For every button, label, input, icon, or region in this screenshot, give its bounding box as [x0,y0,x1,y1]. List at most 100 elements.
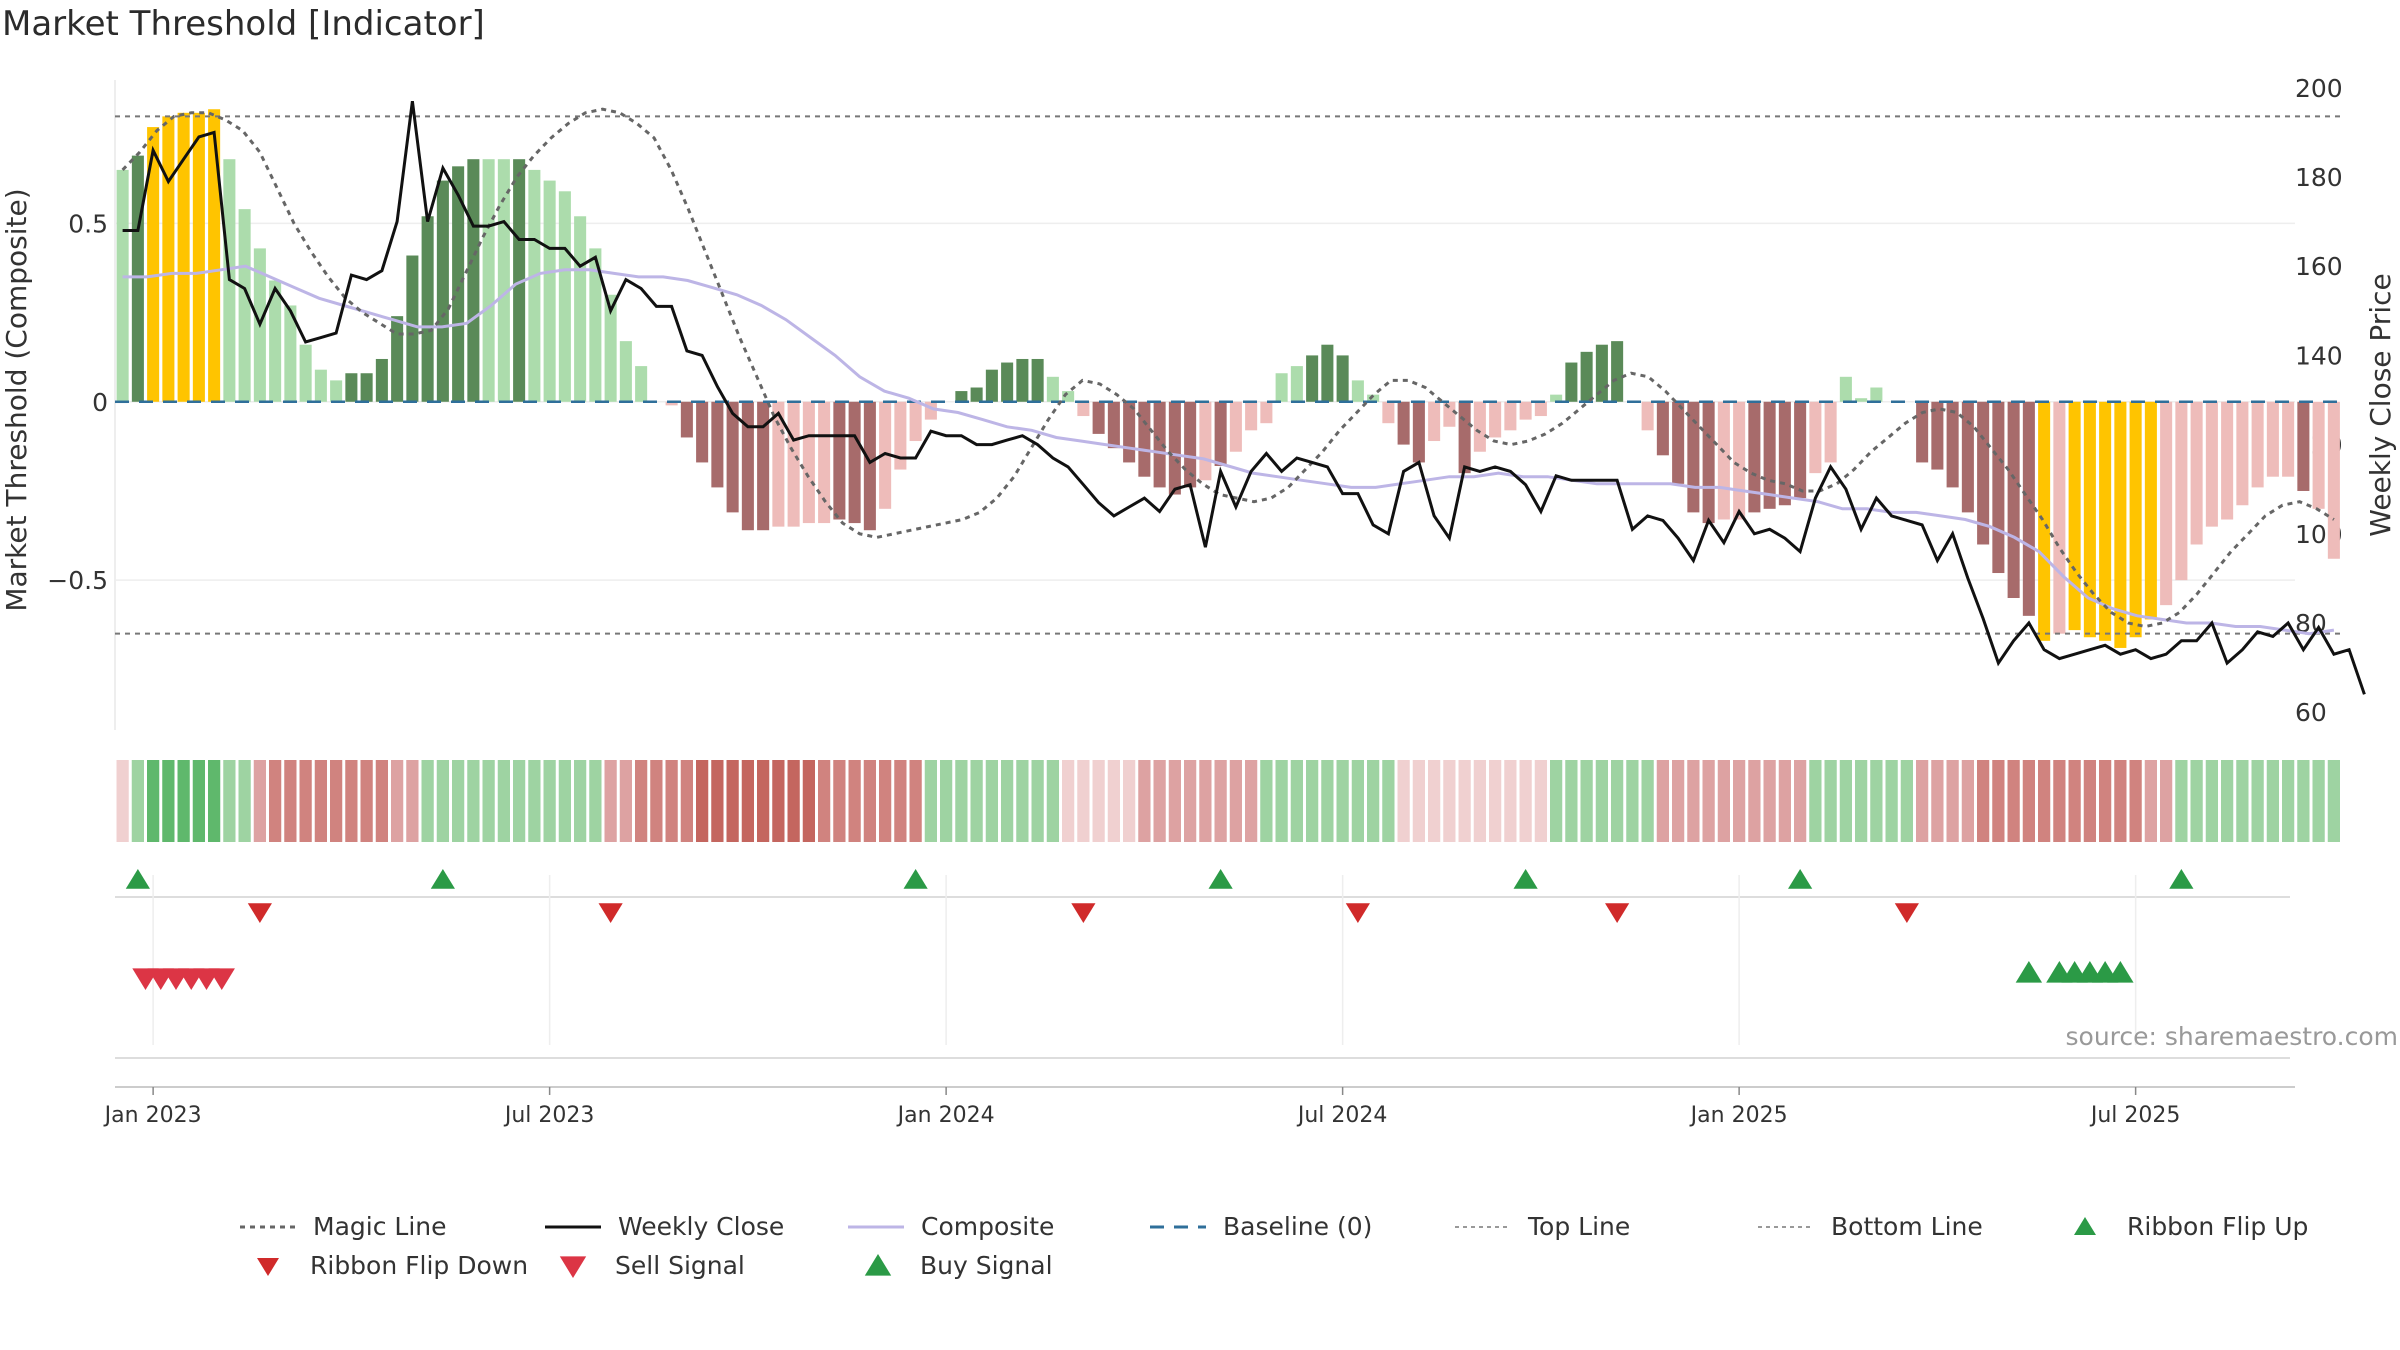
composite-bar [1290,366,1303,402]
ribbon-cell [330,760,343,842]
composite-bar [1001,362,1014,402]
ribbon-cell [1397,760,1410,842]
legend-label: Buy Signal [920,1251,1053,1280]
composite-bar [1702,401,1715,524]
ribbon-cell [2114,760,2127,842]
legend-label: Ribbon Flip Up [2127,1212,2308,1241]
ribbon-cell [1778,760,1791,842]
ribbon-cell [1626,760,1639,842]
ribbon-cell [863,760,876,842]
ribbon-cell [2312,760,2325,842]
ribbon-cell [543,760,556,842]
ribbon-cell [314,760,327,842]
composite-bar [1229,401,1242,452]
ribbon-cell [696,760,709,842]
composite-bar [1641,401,1654,431]
composite-bar [1184,401,1197,488]
ribbon-cell [1138,760,1151,842]
composite-bar [848,401,861,524]
ribbon-flip-up-marker [430,869,455,889]
ribbon-cell [680,760,693,842]
ribbon-cell [2266,760,2279,842]
ribbon-cell [741,760,754,842]
composite-bar [726,401,739,513]
composite-bar [680,401,693,438]
composite-bar [1733,401,1746,520]
composite-bar [1992,401,2005,574]
composite-bar [528,169,541,402]
sell-signal-marker [208,968,235,990]
ribbon-cell [1107,760,1120,842]
composite-bar [1550,394,1563,402]
legend-label: Bottom Line [1831,1212,1983,1241]
composite-bar [879,401,892,509]
legend-swatch-ribbon-flip-down [257,1258,279,1276]
ribbon-cell [1382,760,1395,842]
ribbon-cell [1031,760,1044,842]
ribbon-cell [436,760,449,842]
composite-bar [2068,401,2081,631]
ribbon-cell [1534,760,1547,842]
ribbon-cell [2099,760,2112,842]
ribbon-cell [1001,760,1014,842]
ribbon-cell [116,760,129,842]
ribbon-cell [1290,760,1303,842]
composite-bar [513,159,526,402]
composite-bar [741,401,754,531]
composite-bar [162,116,175,402]
composite-bar [330,380,343,402]
ribbon-cell [879,760,892,842]
composite-bar [1717,401,1730,520]
composite-bar [1870,387,1883,402]
ribbon-cell [162,760,175,842]
legend-label: Composite [921,1212,1054,1241]
composite-bar [1428,401,1441,442]
x-tick-label: Jul 2025 [2089,1103,2181,1128]
composite-bar [635,366,648,402]
composite-bar [1077,401,1090,417]
ribbon-cell [1428,760,1441,842]
ribbon-cell [1702,760,1715,842]
composite-bar [1336,355,1349,402]
ribbon-cell [2251,760,2264,842]
composite-bar [1611,341,1624,402]
composite-line [122,264,2335,636]
composite-bar [1153,401,1166,488]
composite-bar [147,127,160,402]
ribbon-cell [619,760,632,842]
ribbon-flip-up-marker [1208,869,1233,889]
composite-bar [2007,401,2020,598]
ribbon-cell [406,760,419,842]
y-right-axis-label: Weekly Close Price [2364,273,2397,536]
composite-bar [589,248,602,402]
y-left-axis-label: Market Threshold (Composite) [0,188,33,611]
ribbon-cell [2083,760,2096,842]
composite-bar [421,216,434,402]
ribbon-cell [391,760,404,842]
legend-label: Sell Signal [615,1251,745,1280]
composite-bar [2038,401,2051,641]
ribbon-cell [924,760,937,842]
ribbon-cell [375,760,388,842]
ribbon-cell [1900,760,1913,842]
ribbon-cell [1092,760,1105,842]
ribbon-cell [1916,760,1929,842]
composite-bar [345,373,358,402]
composite-bar [2099,401,2112,641]
y-right-tick-label: 140 [2295,341,2343,370]
ribbon-cell [253,760,266,842]
composite-bar [985,369,998,402]
ribbon-cell [1046,760,1059,842]
ribbon-cell [1672,760,1685,842]
ribbon-cell [772,760,785,842]
y-right-tick-label: 200 [2295,74,2343,103]
composite-bar [1458,401,1471,474]
y-right-tick-label: 180 [2295,163,2343,192]
ribbon-cell [1473,760,1486,842]
y-left-tick-label: −0.5 [47,566,108,595]
ribbon-cell [1580,760,1593,842]
composite-bar [802,401,815,524]
composite-bar [360,373,373,402]
x-tick-label: Jan 2024 [896,1103,995,1128]
ribbon-cell [1641,760,1654,842]
